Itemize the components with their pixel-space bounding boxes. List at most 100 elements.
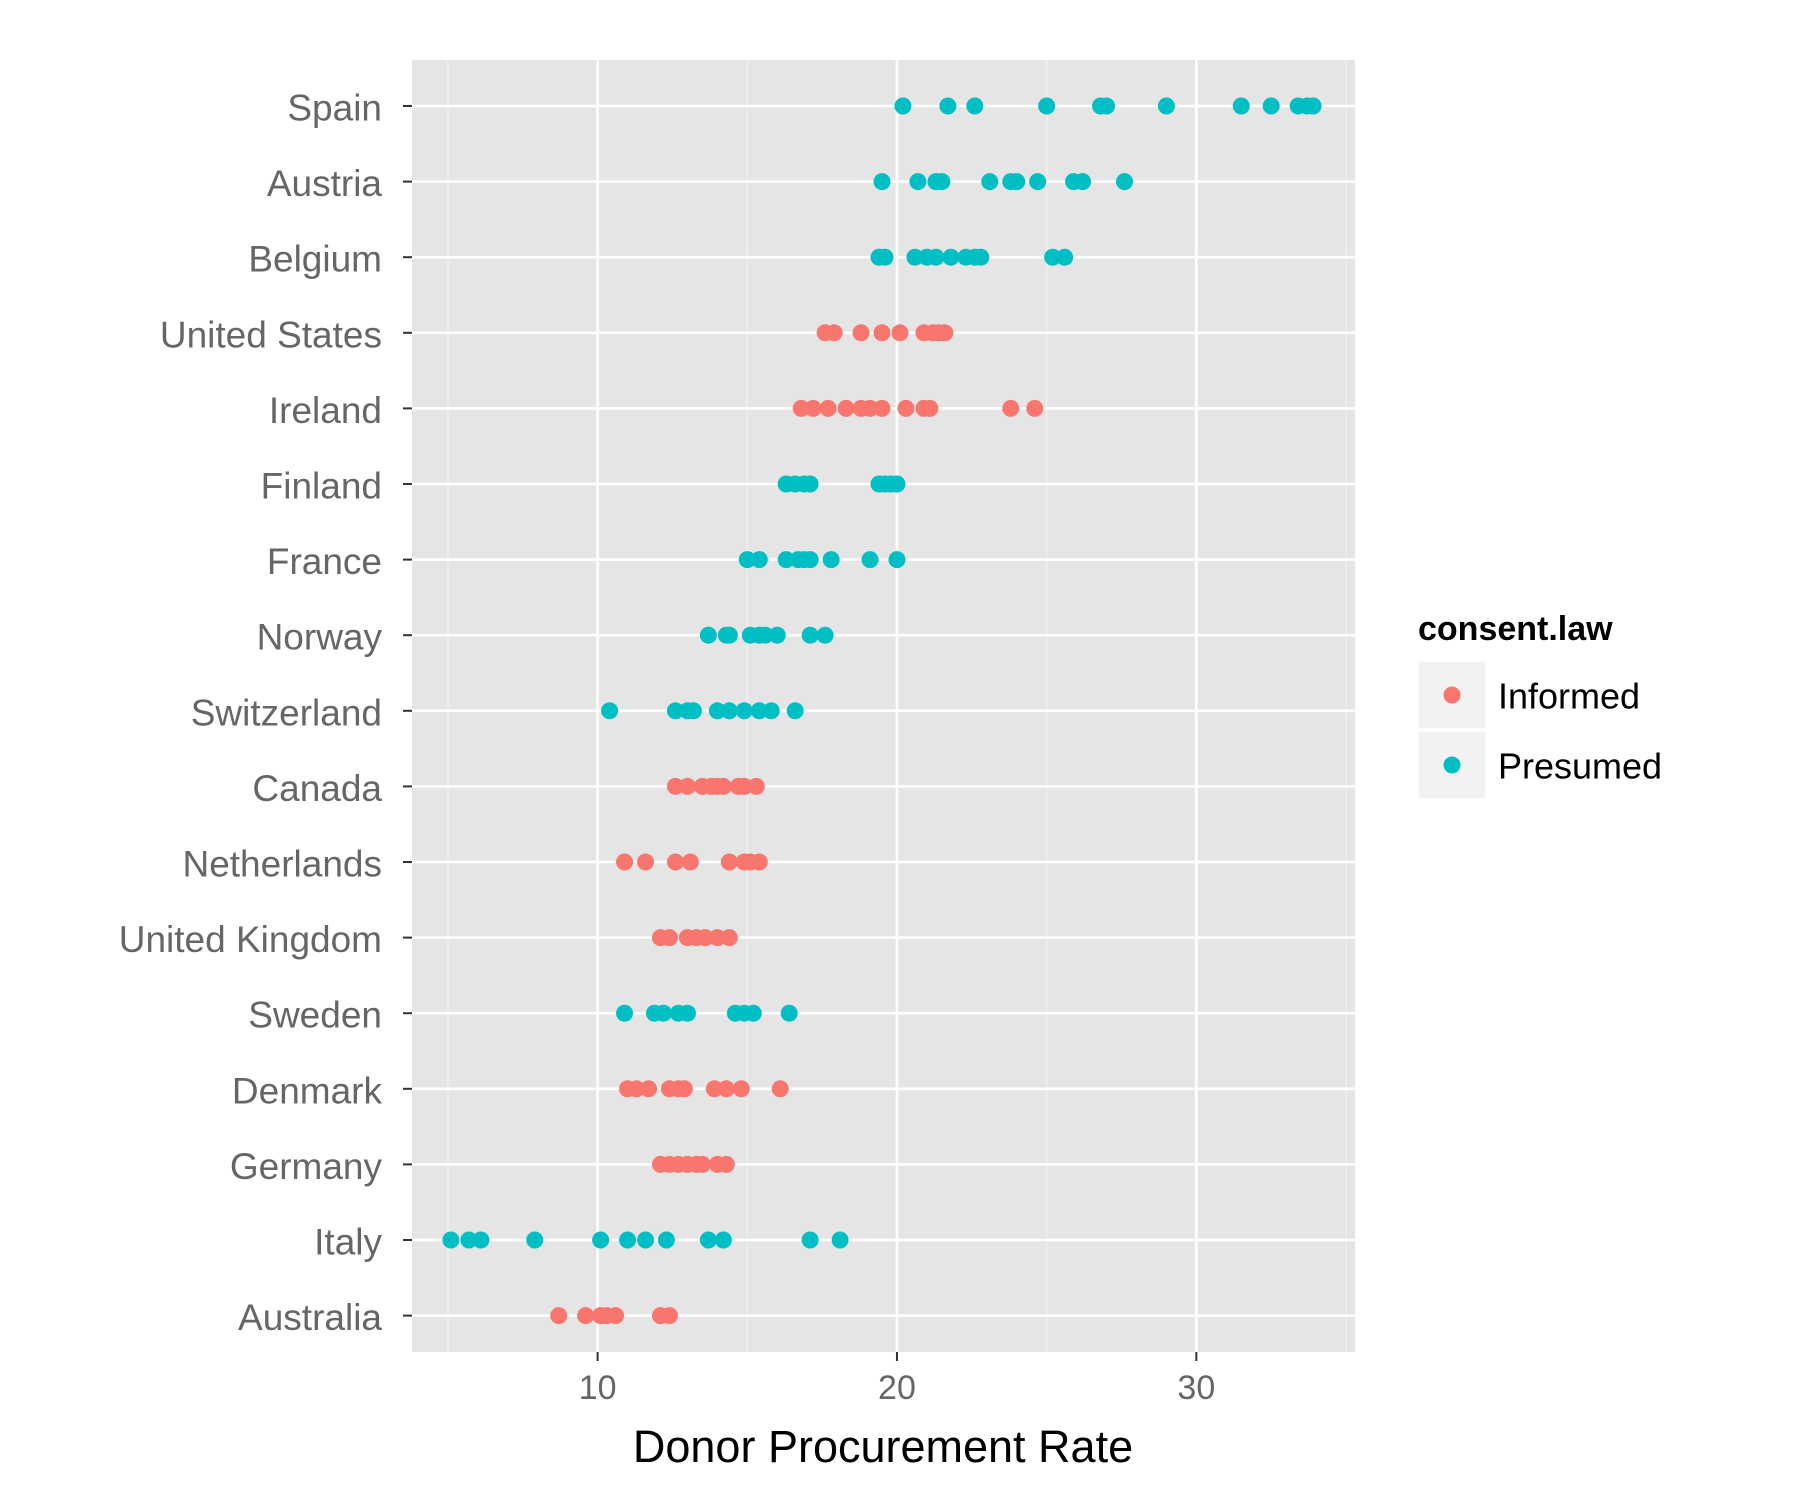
data-point — [607, 1307, 625, 1325]
y-tick-label: Canada — [252, 768, 382, 809]
data-point — [660, 929, 678, 947]
data-point — [750, 702, 768, 720]
data-point — [1029, 173, 1047, 191]
y-tick-label: Germany — [230, 1146, 383, 1187]
data-point — [705, 1080, 723, 1098]
data-point — [666, 702, 684, 720]
y-tick-label: Australia — [238, 1297, 382, 1338]
data-point — [601, 702, 619, 720]
data-point — [1038, 97, 1056, 115]
data-point — [786, 702, 804, 720]
data-point — [891, 324, 909, 342]
legend-key-informed — [1417, 660, 1487, 730]
data-points — [442, 97, 1322, 1325]
data-point — [939, 97, 957, 115]
data-point — [666, 853, 684, 871]
data-point — [801, 626, 819, 644]
data-point — [831, 1231, 849, 1249]
data-point — [681, 853, 699, 871]
data-point — [750, 853, 768, 871]
data-point — [550, 1307, 568, 1325]
data-point — [616, 853, 634, 871]
data-point — [678, 1004, 696, 1022]
data-point — [657, 1231, 675, 1249]
data-point — [708, 702, 726, 720]
data-point — [1074, 173, 1092, 191]
data-point — [888, 551, 906, 569]
data-point — [1026, 399, 1044, 417]
data-point — [1262, 97, 1280, 115]
data-point — [577, 1307, 595, 1325]
data-point — [720, 626, 738, 644]
data-point — [750, 551, 768, 569]
data-point — [699, 1231, 717, 1249]
data-point — [801, 551, 819, 569]
data-point — [873, 173, 891, 191]
data-point — [762, 702, 780, 720]
data-point — [771, 1080, 789, 1098]
legend-dot-informed — [1443, 686, 1461, 704]
data-point — [906, 248, 924, 266]
data-point — [735, 702, 753, 720]
data-point — [768, 626, 786, 644]
data-point — [628, 1080, 646, 1098]
data-point — [720, 929, 738, 947]
x-tick-label: 20 — [878, 1369, 916, 1407]
data-point — [592, 1231, 610, 1249]
data-point — [747, 777, 765, 795]
x-axis-labels: 10 20 30 — [579, 1369, 1216, 1407]
data-point — [684, 702, 702, 720]
y-tick-label: Italy — [314, 1222, 382, 1263]
data-point — [981, 173, 999, 191]
data-point — [714, 777, 732, 795]
data-point — [717, 1155, 735, 1173]
data-point — [852, 324, 870, 342]
data-point — [966, 97, 984, 115]
data-point — [822, 551, 840, 569]
y-tick-label: United Kingdom — [119, 919, 382, 960]
data-point — [861, 399, 879, 417]
data-point — [816, 626, 834, 644]
data-point — [1157, 97, 1175, 115]
data-point — [801, 475, 819, 493]
y-tick-label: Finland — [261, 466, 382, 507]
data-point — [873, 324, 891, 342]
y-tick-label: Austria — [267, 163, 383, 204]
data-point — [654, 1004, 672, 1022]
y-axis-labels: Spain Austria Belgium United States Ireland F… — [119, 88, 383, 1339]
data-point — [744, 1004, 762, 1022]
data-point — [888, 475, 906, 493]
data-point — [696, 929, 714, 947]
data-point — [861, 551, 879, 569]
data-point — [942, 248, 960, 266]
data-point — [1098, 97, 1116, 115]
data-point — [660, 1307, 678, 1325]
y-tick-label: Norway — [257, 617, 383, 658]
data-point — [666, 777, 684, 795]
data-point — [936, 324, 954, 342]
y-tick-label: Denmark — [232, 1070, 383, 1111]
data-point — [619, 1231, 637, 1249]
data-point — [675, 1080, 693, 1098]
y-tick-label: Sweden — [248, 995, 382, 1036]
data-point — [972, 248, 990, 266]
data-point — [1232, 97, 1250, 115]
data-point — [909, 173, 927, 191]
data-point — [714, 1231, 732, 1249]
data-point — [472, 1231, 490, 1249]
data-point — [1056, 248, 1074, 266]
data-point — [819, 399, 837, 417]
legend: consent.law Informed Presumed — [1417, 610, 1662, 800]
legend-label-informed: Informed — [1498, 676, 1640, 717]
data-point — [693, 1155, 711, 1173]
data-point — [825, 324, 843, 342]
data-point — [894, 97, 912, 115]
legend-key-presumed — [1417, 730, 1487, 800]
data-point — [639, 1080, 657, 1098]
legend-item-informed: Informed — [1417, 660, 1640, 730]
data-point — [1115, 173, 1133, 191]
x-axis-title: Donor Procurement Rate — [633, 1421, 1133, 1472]
y-tick-label: France — [267, 541, 382, 582]
y-tick-label: Switzerland — [191, 692, 382, 733]
